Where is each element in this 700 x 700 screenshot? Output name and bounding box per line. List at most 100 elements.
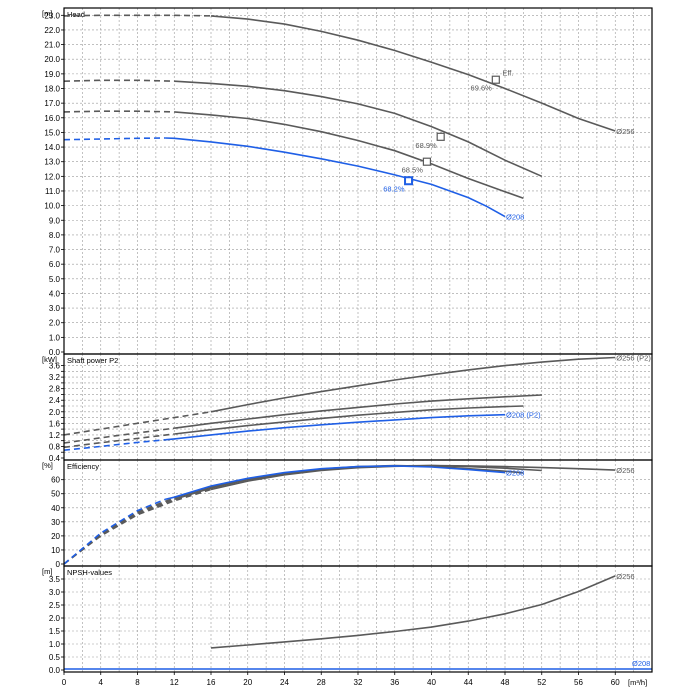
efficiency-marker [491, 75, 500, 84]
y-tick-label: 40 [51, 504, 60, 513]
y-unit-label: [%] [42, 461, 53, 470]
x-tick-label: 16 [207, 678, 216, 687]
curve-solid-segment [174, 405, 524, 435]
x-tick-label: 48 [501, 678, 510, 687]
y-tick-label: 3.2 [49, 373, 61, 382]
curve-dashed-segment [63, 433, 175, 449]
x-tick-label: 60 [611, 678, 620, 687]
curve-annotation: Ø208 [506, 469, 524, 478]
curve-solid-segment [174, 111, 524, 200]
curve-dashed-segment [63, 498, 166, 565]
efficiency-marker [404, 176, 414, 186]
y-tick-label: 23.0 [44, 11, 60, 20]
x-tick-label: 52 [537, 678, 546, 687]
y-tick-label: 9.0 [49, 216, 61, 225]
curve-dashed-segment [63, 110, 175, 113]
panel-title: NPSH-values [67, 568, 112, 577]
y-tick-label: 3.5 [49, 575, 61, 584]
y-tick-label: 0.5 [49, 653, 61, 662]
y-tick-label: 10 [51, 546, 60, 555]
y-tick-label: 1.2 [49, 431, 61, 440]
curve-annotation: Ø208 [506, 213, 524, 222]
y-tick-label: 6.0 [49, 260, 61, 269]
panel-title: Head [67, 10, 85, 19]
curve-annotation: Ø256 (P2) [616, 353, 651, 362]
y-tick-label: 14.0 [44, 143, 60, 152]
curve-solid-segment [174, 394, 542, 429]
curve-dashed-segment [63, 411, 212, 436]
x-tick-label: 28 [317, 678, 326, 687]
y-tick-label: 50 [51, 490, 60, 499]
y-tick-label: 2.0 [49, 319, 61, 328]
y-tick-label: 3.0 [49, 304, 61, 313]
y-tick-label: 1.5 [49, 627, 61, 636]
curve-annotation: Eff. [502, 68, 513, 77]
curve-annotation: Ø208 (P2) [506, 411, 541, 420]
y-tick-label: 7.0 [49, 246, 61, 255]
y-tick-label: 12.0 [44, 172, 60, 181]
curve-solid-segment [164, 465, 506, 501]
efficiency-value-label: 68.5% [402, 166, 424, 175]
x-tick-label: 32 [354, 678, 363, 687]
y-tick-label: 1.0 [49, 640, 61, 649]
y-tick-label: 20 [51, 532, 60, 541]
y-tick-label: 4.0 [49, 289, 61, 298]
panel-title: Shaft power P2 [67, 356, 118, 365]
efficiency-marker [436, 132, 445, 141]
efficiency-value-label: 69.6% [471, 84, 493, 93]
y-tick-label: 18.0 [44, 85, 60, 94]
y-tick-label: 2.0 [49, 408, 61, 417]
x-tick-label: 56 [574, 678, 583, 687]
x-tick-label: 8 [135, 678, 140, 687]
y-tick-label: 13.0 [44, 158, 60, 167]
y-tick-label: 15.0 [44, 128, 60, 137]
x-tick-label: 24 [280, 678, 289, 687]
x-tick-label: 40 [427, 678, 436, 687]
curve-dashed-segment [63, 14, 212, 17]
y-tick-label: 5.0 [49, 275, 61, 284]
y-tick-label: 1.6 [49, 419, 61, 428]
curve-line [210, 575, 616, 649]
x-tick-label: 12 [170, 678, 179, 687]
y-tick-label: 22.0 [44, 26, 60, 35]
y-tick-label: 0.4 [49, 454, 61, 463]
efficiency-value-label: 68.9% [415, 141, 437, 150]
y-tick-label: 30 [51, 518, 60, 527]
curve-solid-segment [210, 356, 616, 413]
y-tick-label: 60 [51, 476, 60, 485]
y-tick-label: 2.5 [49, 601, 61, 610]
y-tick-label: 10.0 [44, 202, 60, 211]
x-tick-label: 0 [62, 678, 67, 687]
curve-annotation: Ø208 [632, 659, 650, 668]
curve-annotation: Ø256 [616, 466, 634, 475]
y-tick-label: 2.4 [49, 396, 61, 405]
curve-solid-segment [165, 137, 506, 218]
y-tick-label: 8.0 [49, 231, 61, 240]
curve-dashed-segment [63, 427, 175, 444]
curve-dashed-segment [63, 79, 175, 82]
curve-annotation: Ø256 [616, 127, 634, 136]
y-unit-label: [kW] [42, 355, 57, 364]
y-unit-label: [m] [42, 567, 52, 576]
x-tick-label: 20 [243, 678, 252, 687]
y-tick-label: 21.0 [44, 41, 60, 50]
x-tick-label: 36 [390, 678, 399, 687]
efficiency-value-label: 68.2% [383, 185, 405, 194]
y-tick-label: 11.0 [45, 187, 61, 196]
y-unit-label: [m] [42, 9, 52, 18]
curve-dashed-segment [63, 439, 166, 451]
efficiency-marker [422, 157, 432, 166]
y-tick-label: 0.0 [49, 348, 61, 357]
curve-solid-segment [174, 80, 543, 178]
y-tick-label: 2.0 [49, 614, 61, 623]
y-tick-label: 0.0 [49, 666, 61, 675]
x-tick-label: 44 [464, 678, 473, 687]
x-tick-label: 4 [99, 678, 104, 687]
curve-solid-segment [210, 15, 616, 132]
y-tick-label: 2.8 [49, 385, 61, 394]
y-tick-label: 1.0 [49, 333, 61, 342]
x-unit-label: [m³/h] [628, 678, 647, 687]
curve-annotation: Ø256 [616, 572, 634, 581]
y-tick-label: 3.6 [49, 362, 61, 371]
y-tick-label: 17.0 [44, 99, 60, 108]
